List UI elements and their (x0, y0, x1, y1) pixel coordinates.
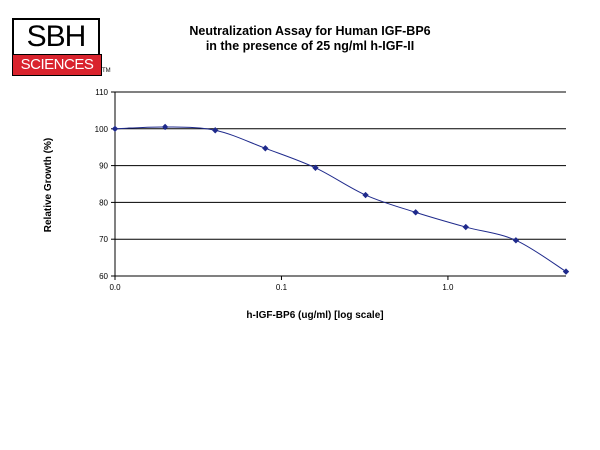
data-point (412, 209, 419, 216)
x-axis-label: h-IGF-BP6 (ug/ml) [log scale] (246, 310, 383, 321)
x-tick-label: 0.1 (276, 283, 288, 292)
y-tick-label: 110 (95, 88, 108, 97)
logo-trademark: TM (102, 68, 111, 74)
data-point (462, 223, 469, 231)
data-point (512, 237, 520, 244)
chart-title: Neutralization Assay for Human IGF-BP6 (189, 24, 431, 38)
y-tick-label: 60 (99, 272, 108, 281)
data-point (312, 164, 319, 172)
y-axis-label: Relative Growth (%) (43, 138, 54, 232)
data-point (362, 191, 369, 199)
data-point (111, 125, 119, 132)
y-tick-label: 70 (99, 235, 108, 244)
series-line (114, 126, 567, 273)
logo-bottom-text: SCIENCES (12, 54, 102, 76)
chart-subtitle: in the presence of 25 ng/ml h-IGF-II (205, 39, 415, 53)
y-tick-label: 100 (95, 125, 109, 134)
data-point (212, 127, 219, 134)
logo-top-text: SBH (12, 18, 100, 56)
data-point (562, 268, 570, 275)
y-tick-label: 80 (99, 198, 108, 207)
y-tick-label: 90 (99, 162, 108, 171)
x-tick-label: 1.0 (442, 283, 454, 292)
x-tick-label: 0.0 (109, 283, 121, 292)
sbh-sciences-logo: SBH SCIENCES TM (12, 18, 111, 78)
data-point (262, 145, 269, 152)
data-point (161, 123, 169, 131)
